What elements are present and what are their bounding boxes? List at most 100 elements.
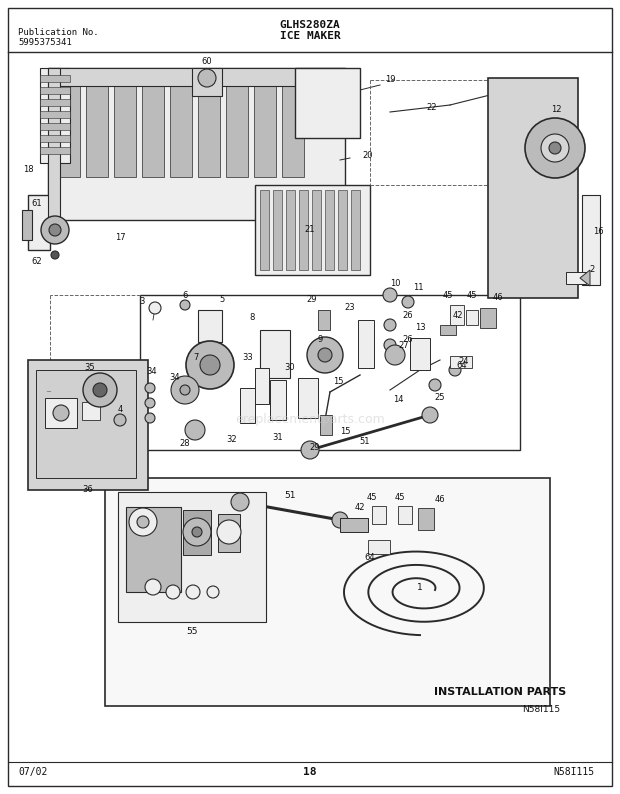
Text: 13: 13 (415, 323, 425, 333)
Bar (418, 508, 434, 530)
Text: 51: 51 (284, 491, 296, 500)
Circle shape (198, 69, 216, 87)
Circle shape (171, 376, 199, 404)
Text: 30: 30 (285, 364, 295, 372)
Text: 27: 27 (399, 341, 409, 349)
Bar (450, 356, 472, 368)
Text: 25: 25 (435, 394, 445, 403)
Text: 45: 45 (395, 494, 405, 503)
Bar (36, 370, 136, 478)
Text: N58I115: N58I115 (554, 767, 595, 777)
Circle shape (145, 383, 155, 393)
Text: 18: 18 (23, 165, 33, 175)
Text: 5: 5 (219, 295, 224, 305)
Bar (40, 99, 70, 106)
Bar (28, 360, 148, 490)
Bar (105, 478, 550, 706)
Text: 35: 35 (85, 363, 95, 372)
Circle shape (231, 493, 249, 511)
Circle shape (200, 355, 220, 375)
Bar (40, 135, 70, 142)
Text: INSTALLATION PARTS: INSTALLATION PARTS (434, 687, 566, 697)
Text: 33: 33 (242, 353, 254, 363)
Bar (320, 415, 332, 435)
Bar (183, 510, 211, 555)
Bar (40, 75, 70, 82)
Text: 7: 7 (193, 353, 198, 363)
Circle shape (549, 142, 561, 154)
Bar (28, 195, 50, 250)
Bar (114, 82, 136, 177)
Bar (340, 518, 368, 532)
Text: 42: 42 (355, 503, 365, 511)
Circle shape (93, 383, 107, 397)
Circle shape (149, 302, 161, 314)
Text: 4: 4 (117, 406, 123, 414)
Text: 11: 11 (413, 283, 423, 292)
Circle shape (332, 512, 348, 528)
Bar (48, 68, 345, 86)
Text: 26: 26 (402, 336, 414, 345)
Bar (48, 68, 60, 220)
Circle shape (145, 398, 155, 408)
Bar (170, 82, 192, 177)
Text: 29: 29 (307, 295, 317, 305)
Bar (566, 272, 586, 284)
Circle shape (422, 407, 438, 423)
Bar (86, 82, 108, 177)
Bar (198, 82, 220, 177)
Bar (22, 210, 32, 240)
Circle shape (180, 385, 190, 395)
Text: 46: 46 (493, 294, 503, 303)
Circle shape (183, 518, 211, 546)
Bar (273, 190, 282, 270)
Text: 8: 8 (249, 314, 255, 322)
Text: 12: 12 (551, 106, 561, 114)
Text: 15: 15 (333, 377, 343, 387)
Circle shape (41, 216, 69, 244)
Text: 28: 28 (180, 438, 190, 448)
Bar (286, 190, 295, 270)
Bar (48, 68, 345, 220)
Bar (140, 295, 520, 450)
Text: 23: 23 (345, 303, 355, 313)
Text: 45: 45 (443, 291, 453, 299)
Text: 3: 3 (140, 298, 144, 306)
Text: 2: 2 (590, 265, 595, 275)
Bar (338, 190, 347, 270)
Circle shape (185, 420, 205, 440)
Text: 61: 61 (32, 199, 42, 209)
Bar (351, 190, 360, 270)
Text: 46: 46 (435, 495, 445, 504)
Text: 17: 17 (115, 233, 125, 242)
Text: 15: 15 (340, 427, 350, 437)
Bar (488, 78, 578, 298)
Circle shape (180, 300, 190, 310)
Circle shape (129, 508, 157, 536)
Circle shape (137, 516, 149, 528)
Bar (254, 82, 276, 177)
Text: 19: 19 (385, 75, 396, 84)
Text: ICE MAKER: ICE MAKER (280, 31, 340, 41)
Bar (298, 378, 318, 418)
Text: 26: 26 (402, 311, 414, 321)
Bar (40, 68, 70, 163)
Bar (255, 368, 269, 404)
Bar (480, 308, 496, 328)
Circle shape (307, 337, 343, 373)
Bar (372, 506, 386, 524)
Text: 64: 64 (365, 553, 375, 562)
Circle shape (301, 441, 319, 459)
Bar (40, 87, 70, 94)
Text: 29: 29 (310, 444, 321, 453)
Bar (299, 190, 308, 270)
Text: 32: 32 (227, 435, 237, 445)
Circle shape (383, 288, 397, 302)
Polygon shape (580, 270, 590, 286)
Bar (440, 325, 456, 335)
Text: 22: 22 (427, 103, 437, 113)
Text: 42: 42 (453, 310, 463, 319)
Circle shape (51, 251, 59, 259)
Bar (58, 82, 80, 177)
Bar (260, 330, 290, 378)
